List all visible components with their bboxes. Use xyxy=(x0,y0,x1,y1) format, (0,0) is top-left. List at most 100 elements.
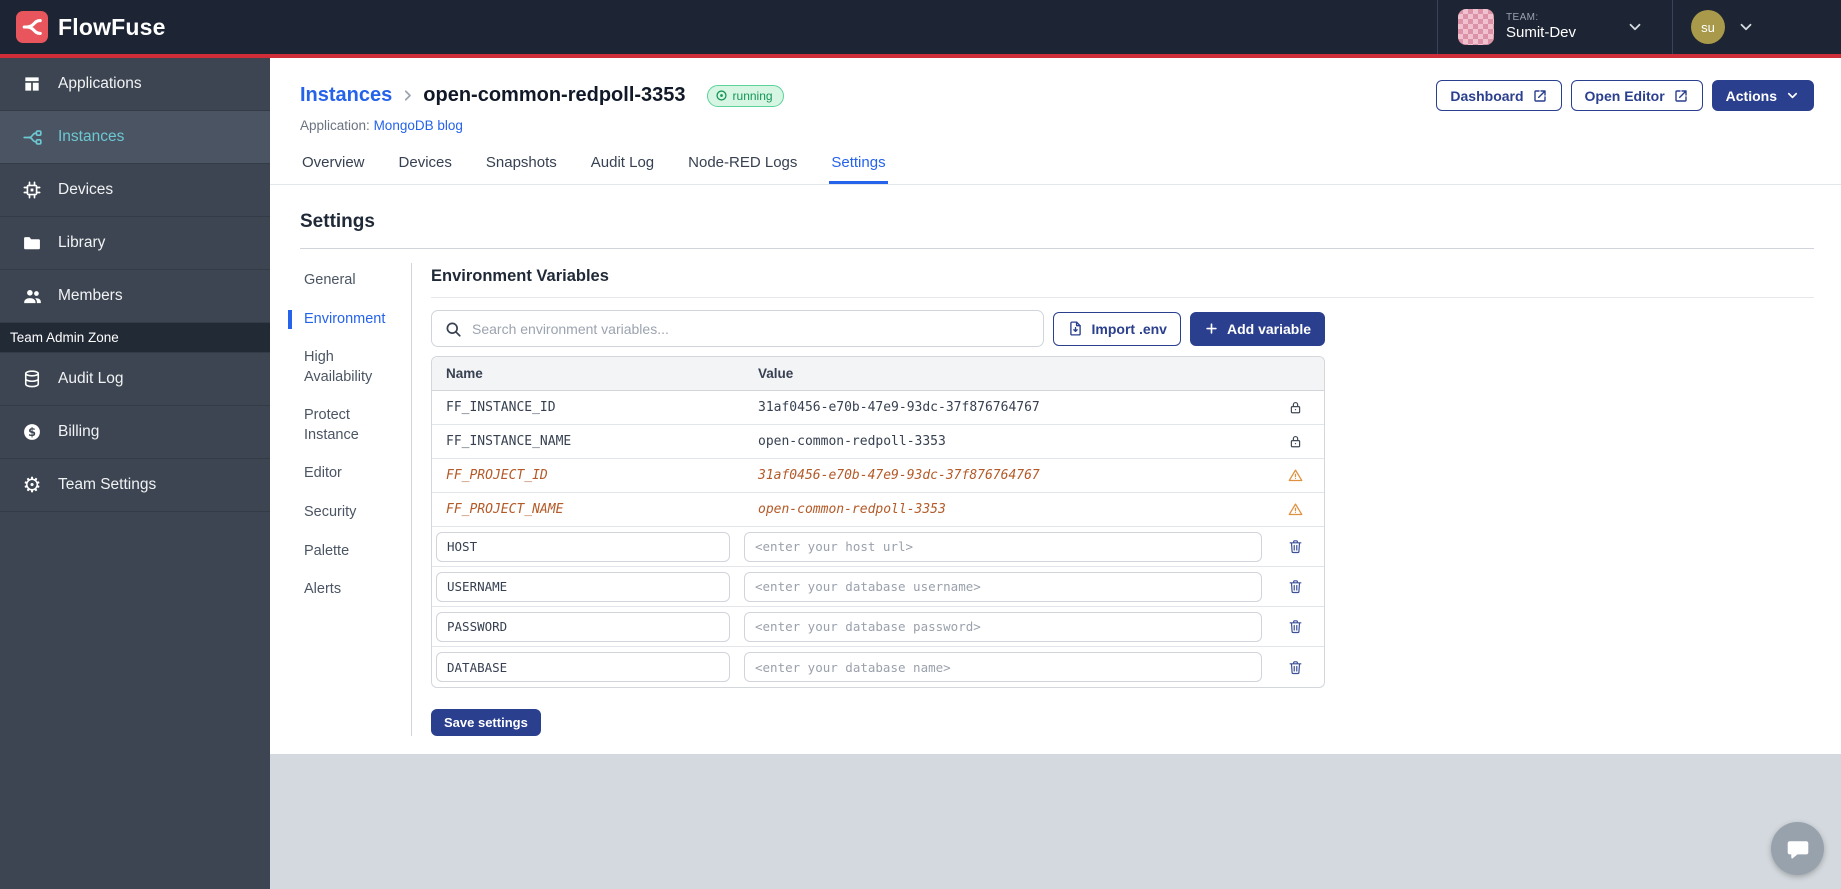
user-menu[interactable]: su xyxy=(1673,0,1841,54)
database-icon xyxy=(21,368,43,390)
tab-settings[interactable]: Settings xyxy=(829,148,888,184)
document-download-icon xyxy=(1069,321,1081,336)
team-selector[interactable]: TEAM: Sumit-Dev xyxy=(1437,0,1673,54)
table-row xyxy=(432,567,1324,607)
add-variable-button[interactable]: Add variable xyxy=(1189,311,1325,346)
settings-nav-environment[interactable]: Environment xyxy=(288,309,401,330)
tab-audit-log[interactable]: Audit Log xyxy=(590,154,655,171)
external-link-icon xyxy=(1533,89,1546,102)
variable-value-input[interactable] xyxy=(744,611,1262,642)
table-row xyxy=(432,527,1324,567)
delete-variable-button[interactable] xyxy=(1285,616,1306,637)
search-input[interactable] xyxy=(472,320,1031,337)
trash-icon xyxy=(1289,540,1301,554)
top-navbar: FlowFuse TEAM: Sumit-Dev su xyxy=(0,0,1841,58)
table-row: FF_INSTANCE_NAME open-common-redpoll-335… xyxy=(432,425,1324,459)
variable-name-input[interactable] xyxy=(436,611,730,642)
variable-name-input[interactable] xyxy=(436,571,730,602)
team-name: Sumit-Dev xyxy=(1506,24,1577,41)
sidebar-item-label: Billing xyxy=(58,423,100,440)
section-title: Environment Variables xyxy=(431,267,609,285)
table-row: FF_PROJECT_NAME open-common-redpoll-3353 xyxy=(432,493,1324,527)
sidebar: Applications Instances Devices Library M… xyxy=(0,58,270,889)
gear-icon: ⚙ xyxy=(22,473,42,497)
sidebar-item-members[interactable]: Members xyxy=(0,270,270,323)
chevron-down-icon xyxy=(1737,18,1755,36)
chevron-down-icon xyxy=(1787,92,1798,99)
dollar-icon: $ xyxy=(21,421,43,443)
sidebar-item-label: Members xyxy=(58,287,123,304)
save-settings-button[interactable]: Save settings xyxy=(431,709,541,736)
settings-nav-high-availability[interactable]: High Availability xyxy=(304,349,373,385)
dashboard-button[interactable]: Dashboard xyxy=(1436,80,1562,111)
sidebar-item-audit-log[interactable]: Audit Log xyxy=(0,353,270,406)
applications-icon xyxy=(21,73,43,95)
trash-icon xyxy=(1289,660,1301,674)
external-link-icon xyxy=(1674,89,1687,102)
delete-variable-button[interactable] xyxy=(1285,536,1306,557)
search-icon xyxy=(446,322,461,337)
status-badge: running xyxy=(706,84,784,107)
instances-icon xyxy=(21,126,43,148)
table-row: FF_INSTANCE_ID 31af0456-e70b-47e9-93dc-3… xyxy=(432,391,1324,425)
table-row xyxy=(432,647,1324,687)
sidebar-item-label: Library xyxy=(58,234,106,251)
settings-nav-security[interactable]: Security xyxy=(304,503,357,520)
variable-name-input[interactable] xyxy=(436,652,730,682)
variable-value-input[interactable] xyxy=(744,531,1262,562)
sidebar-item-library[interactable]: Library xyxy=(0,217,270,270)
brand-name: FlowFuse xyxy=(58,13,166,40)
plus-icon xyxy=(1206,323,1217,334)
flowfuse-logo-icon xyxy=(16,11,48,43)
column-value: Value xyxy=(758,366,794,381)
column-name: Name xyxy=(446,366,483,381)
variable-value-input[interactable] xyxy=(744,571,1262,602)
team-admin-zone-label: Team Admin Zone xyxy=(0,323,270,353)
team-label: TEAM: xyxy=(1506,12,1539,23)
variable-value-input[interactable] xyxy=(744,652,1262,682)
tab-devices[interactable]: Devices xyxy=(398,154,452,171)
sidebar-item-label: Applications xyxy=(58,75,142,92)
actions-button[interactable]: Actions xyxy=(1711,80,1814,111)
settings-nav-editor[interactable]: Editor xyxy=(304,465,342,482)
settings-nav-alerts[interactable]: Alerts xyxy=(304,581,342,598)
table-row xyxy=(432,607,1324,647)
users-icon xyxy=(21,285,43,307)
divider xyxy=(300,248,1814,249)
env-variables-table: Name Value FF_INSTANCE_ID 31af0456-e70b-… xyxy=(431,356,1325,688)
delete-variable-button[interactable] xyxy=(1285,576,1306,597)
tab-node-red-logs[interactable]: Node-RED Logs xyxy=(688,154,798,171)
settings-nav-general[interactable]: General xyxy=(304,272,356,288)
settings-nav-palette[interactable]: Palette xyxy=(304,542,350,559)
import-env-button[interactable]: Import .env xyxy=(1052,311,1181,346)
chevron-right-icon xyxy=(399,87,416,104)
instance-tabs: Overview Devices Snapshots Audit Log Nod… xyxy=(270,148,1841,185)
sidebar-item-billing[interactable]: $ Billing xyxy=(0,406,270,459)
warning-icon xyxy=(1266,467,1324,484)
chat-widget-button[interactable] xyxy=(1771,822,1824,875)
sidebar-item-instances[interactable]: Instances xyxy=(0,111,270,164)
delete-variable-button[interactable] xyxy=(1285,657,1306,678)
settings-nav: General Environment High Availability Pr… xyxy=(288,263,412,736)
application-link[interactable]: MongoDB blog xyxy=(373,118,463,133)
folder-icon xyxy=(21,232,43,254)
sidebar-item-devices[interactable]: Devices xyxy=(0,164,270,217)
sidebar-item-team-settings[interactable]: ⚙ Team Settings xyxy=(0,459,270,512)
chip-icon xyxy=(21,179,43,201)
divider xyxy=(431,297,1814,298)
tab-snapshots[interactable]: Snapshots xyxy=(485,154,557,171)
tab-overview[interactable]: Overview xyxy=(302,154,365,171)
table-row: FF_PROJECT_ID 31af0456-e70b-47e9-93dc-37… xyxy=(432,459,1324,493)
variable-name-input[interactable] xyxy=(436,531,730,562)
trash-icon xyxy=(1289,580,1301,594)
open-editor-button[interactable]: Open Editor xyxy=(1570,80,1703,111)
lock-icon xyxy=(1266,399,1324,416)
settings-nav-protect-instance[interactable]: Protect Instance xyxy=(304,407,359,443)
sidebar-item-label: Instances xyxy=(58,128,125,145)
trash-icon xyxy=(1289,620,1301,634)
application-label: Application: xyxy=(300,118,370,133)
page-title: Settings xyxy=(300,211,375,232)
sidebar-item-applications[interactable]: Applications xyxy=(0,58,270,111)
main-content: Instances open-common-redpoll-3353 runni… xyxy=(270,58,1841,754)
breadcrumb-instances-link[interactable]: Instances xyxy=(300,84,393,106)
